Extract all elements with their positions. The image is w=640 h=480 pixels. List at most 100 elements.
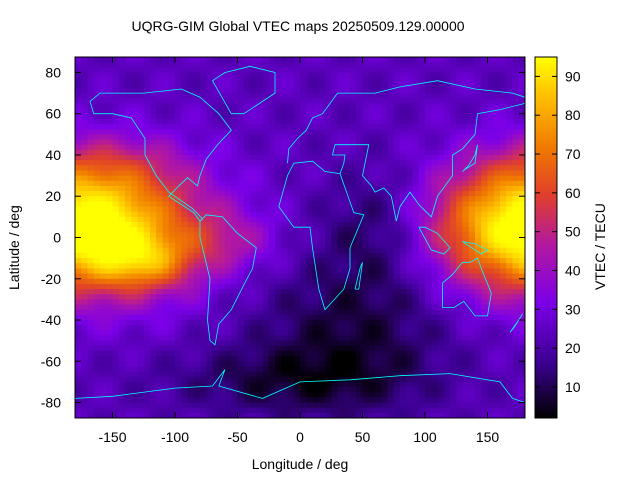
heatmap-cell: [512, 283, 520, 290]
heatmap-cell: [118, 283, 126, 290]
heatmap-cell: [387, 57, 395, 63]
heatmap-cell: [112, 278, 120, 285]
heatmap-cell: [193, 330, 201, 337]
heatmap-cell: [450, 387, 457, 393]
heatmap-cell: [118, 345, 126, 352]
heatmap-cell: [250, 268, 257, 275]
heatmap-cell: [106, 361, 114, 368]
heatmap-cell: [368, 185, 376, 192]
heatmap-cell: [337, 62, 345, 68]
heatmap-cell: [237, 345, 245, 352]
heatmap-cell: [106, 309, 114, 316]
heatmap-cell: [356, 350, 364, 357]
heatmap-cell: [425, 206, 432, 213]
heatmap-cell: [418, 67, 426, 74]
heatmap-cell: [118, 160, 126, 166]
heatmap-cell: [506, 113, 514, 120]
heatmap-cell: [462, 381, 470, 388]
heatmap-cell: [512, 154, 520, 161]
heatmap-cell: [81, 154, 89, 161]
heatmap-cell: [412, 320, 420, 326]
heatmap-cell: [125, 139, 132, 146]
heatmap-cell: [81, 381, 89, 388]
heatmap-cell: [268, 154, 276, 161]
heatmap-cell: [137, 263, 145, 270]
heatmap-cell: [262, 335, 270, 342]
heatmap-cell: [87, 402, 95, 409]
heatmap-cell: [93, 232, 101, 239]
heatmap-cell: [193, 361, 201, 368]
heatmap-cell: [156, 108, 164, 115]
heatmap-cell: [131, 170, 139, 177]
heatmap-cell: [443, 273, 451, 280]
heatmap-cell: [418, 185, 426, 192]
heatmap-cell: [112, 129, 120, 135]
heatmap-cell: [268, 278, 276, 285]
heatmap-cell: [81, 72, 89, 79]
heatmap-cell: [443, 154, 451, 161]
heatmap-cell: [150, 356, 157, 362]
heatmap-cell: [368, 103, 376, 110]
heatmap-cell: [112, 242, 120, 249]
heatmap-cell: [350, 211, 357, 218]
heatmap-cell: [262, 139, 270, 146]
heatmap-cell: [375, 350, 382, 357]
heatmap-cell: [106, 108, 114, 115]
heatmap-cell: [512, 124, 520, 130]
heatmap-cell: [331, 82, 339, 89]
heatmap-cell: [200, 340, 207, 347]
heatmap-cell: [337, 201, 345, 208]
heatmap-cell: [318, 232, 326, 239]
heatmap-cell: [250, 134, 257, 141]
heatmap-cell: [81, 356, 89, 362]
heatmap-cell: [331, 366, 339, 373]
heatmap-cell: [237, 77, 245, 84]
heatmap-cell: [218, 371, 226, 378]
heatmap-cell: [143, 72, 151, 79]
heatmap-cell: [343, 118, 351, 125]
heatmap-cell: [487, 283, 495, 290]
heatmap-cell: [450, 87, 457, 94]
heatmap-cell: [375, 289, 382, 295]
heatmap-cell: [131, 180, 139, 187]
heatmap-cell: [218, 356, 226, 362]
heatmap-cell: [350, 340, 357, 347]
heatmap-cell: [300, 268, 307, 275]
heatmap-cell: [468, 273, 476, 280]
heatmap-cell: [518, 87, 525, 94]
heatmap-cell: [412, 387, 420, 393]
heatmap-cell: [287, 345, 295, 352]
heatmap-cell: [375, 82, 382, 89]
heatmap-cell: [368, 98, 376, 105]
heatmap-cell: [512, 320, 520, 326]
heatmap-cell: [456, 57, 464, 63]
heatmap-cell: [456, 381, 464, 388]
heatmap-cell: [162, 196, 170, 202]
heatmap-cell: [387, 325, 395, 331]
heatmap-cell: [300, 387, 307, 393]
heatmap-cell: [318, 397, 326, 404]
heatmap-cell: [293, 149, 301, 156]
heatmap-cell: [293, 108, 301, 115]
heatmap-cell: [443, 165, 451, 172]
heatmap-cell: [137, 361, 145, 368]
heatmap-cell: [262, 283, 270, 290]
heatmap-cell: [368, 309, 376, 316]
heatmap-cell: [325, 175, 332, 182]
heatmap-cell: [343, 283, 351, 290]
heatmap-cell: [162, 154, 170, 161]
heatmap-cell: [412, 366, 420, 373]
heatmap-cell: [512, 371, 520, 378]
heatmap-cell: [118, 72, 126, 79]
heatmap-cell: [418, 201, 426, 208]
heatmap-cell: [406, 345, 414, 352]
heatmap-cell: [368, 371, 376, 378]
heatmap-cell: [256, 124, 264, 130]
heatmap-cell: [293, 397, 301, 404]
heatmap-cell: [175, 289, 182, 295]
heatmap-cell: [243, 93, 251, 99]
heatmap-cell: [237, 242, 245, 249]
heatmap-cell: [112, 154, 120, 161]
heatmap-cell: [400, 397, 407, 404]
heatmap-cell: [168, 289, 176, 295]
